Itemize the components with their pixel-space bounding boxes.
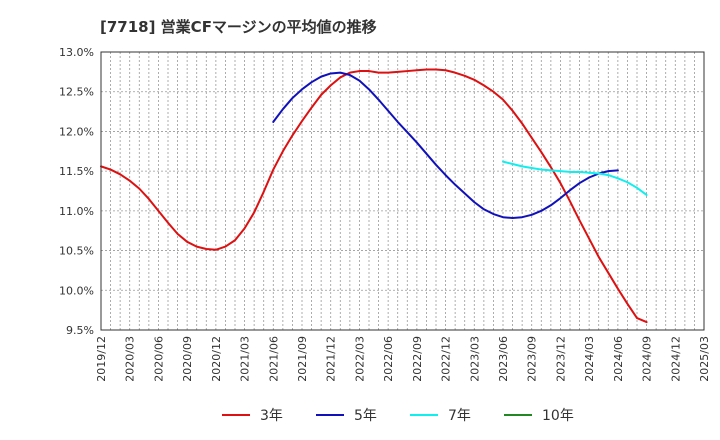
y-tick-label: 9.5% [66, 324, 94, 337]
legend-label: 5年 [354, 408, 377, 424]
chart-title: [7718] 営業CFマージンの平均値の推移 [100, 18, 377, 36]
x-tick-label: 2022/09 [411, 336, 424, 382]
series-line-7年 [502, 160, 648, 196]
x-tick-label: 2024/09 [641, 336, 654, 382]
x-tick-label: 2025/03 [698, 336, 711, 382]
legend-swatch [504, 414, 532, 416]
x-tick-label: 2020/06 [152, 336, 165, 382]
x-tick-label: 2023/09 [526, 336, 539, 382]
x-tick-label: 2021/09 [296, 336, 309, 382]
x-tick-label: 2020/03 [124, 336, 137, 382]
y-tick-label: 10.5% [59, 245, 94, 258]
x-tick-label: 2020/09 [181, 336, 194, 382]
plot-frame [100, 51, 705, 331]
y-axis-ticks: 13.0% 12.5% 12.0% 11.5% 11.0% 10.5% 10.0% 9.5% [59, 46, 94, 337]
x-tick-label: 2023/03 [468, 336, 481, 382]
legend-swatch [410, 414, 438, 416]
x-tick-label: 2023/12 [554, 336, 567, 382]
y-tick-label: 13.0% [59, 46, 94, 59]
x-tick-label: 2024/06 [612, 336, 625, 382]
x-tick-label: 2021/12 [325, 336, 338, 382]
series-layer [100, 68, 648, 324]
legend-label: 10年 [542, 408, 574, 424]
x-axis-ticks: 2019/12 2020/03 2020/06 2020/09 2020/12 2021/… [95, 336, 711, 382]
legend: 3年 5年 7年 10年 [0, 400, 720, 430]
y-tick-label: 12.5% [59, 86, 94, 99]
series-line-5年 [272, 71, 619, 220]
y-tick-label: 10.0% [59, 284, 94, 297]
legend-item: 5年 [316, 400, 377, 430]
legend-swatch [316, 414, 344, 416]
x-tick-label: 2024/12 [669, 336, 682, 382]
legend-label: 3年 [260, 408, 283, 424]
legend-swatch [222, 414, 250, 416]
x-tick-label: 2024/03 [583, 336, 596, 382]
y-tick-label: 11.5% [59, 165, 94, 178]
x-tick-label: 2022/12 [440, 336, 453, 382]
x-tick-label: 2023/06 [497, 336, 510, 382]
y-tick-label: 11.0% [59, 205, 94, 218]
legend-item: 10年 [504, 400, 574, 430]
legend-item: 7年 [410, 400, 471, 430]
series-line-3年 [100, 68, 648, 324]
grid-layer [101, 51, 704, 331]
y-tick-label: 12.0% [59, 125, 94, 138]
legend-item: 3年 [222, 400, 283, 430]
x-tick-label: 2022/06 [382, 336, 395, 382]
x-tick-label: 2021/06 [267, 336, 280, 382]
x-tick-label: 2020/12 [210, 336, 223, 382]
x-tick-label: 2022/03 [353, 336, 366, 382]
x-tick-label: 2021/03 [239, 336, 252, 382]
x-tick-label: 2019/12 [95, 336, 108, 382]
legend-label: 7年 [448, 408, 471, 424]
